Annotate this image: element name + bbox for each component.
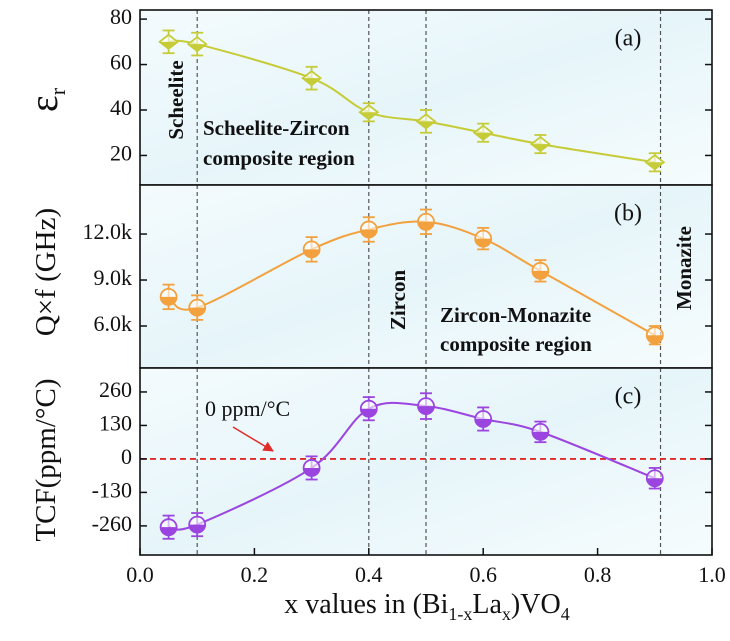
annotation: composite region (203, 146, 355, 170)
x-axis-label-text: La (472, 589, 502, 620)
y-tick-label: 40 (110, 95, 132, 120)
marker-half (417, 121, 435, 129)
y-tick-label: 80 (110, 4, 132, 29)
y-axis-label: TCF(ppm/°C) (30, 378, 62, 541)
y-tick-label: 9.0k (94, 265, 133, 290)
marker-half (645, 162, 664, 170)
y-tick-label: 130 (99, 410, 132, 435)
x-tick-label: 0.0 (126, 562, 154, 587)
y-tick-label: 20 (110, 141, 132, 166)
marker-half (532, 431, 549, 440)
x-tick-label: 0.6 (469, 562, 497, 587)
marker-half (360, 408, 377, 417)
plot-frame (139, 367, 713, 556)
marker-half (160, 296, 177, 305)
y-tick-label: 12.0k (83, 219, 133, 244)
y-axis-label-text: ε (21, 95, 66, 112)
annotation-arrow (232, 426, 274, 452)
x-tick-label: 0.2 (241, 562, 269, 587)
annotation: Scheelite (164, 60, 188, 139)
panel-label: (a) (615, 26, 642, 52)
marker-half (188, 44, 207, 52)
x-tick-label: 0.4 (355, 562, 383, 587)
marker-half (531, 144, 550, 152)
annotation: Zircon (386, 270, 410, 331)
marker-half (646, 478, 663, 487)
y-tick-label: 260 (99, 377, 132, 402)
y-tick-label: 0 (121, 444, 132, 469)
annotation: Monazite (672, 226, 696, 310)
y-tick-label: 60 (110, 50, 132, 75)
marker-half (302, 78, 321, 86)
marker-half (189, 524, 206, 533)
x-axis-label-sub: 4 (561, 604, 570, 624)
x-axis-label-text: x values in (Bi (284, 589, 448, 620)
marker-half (189, 307, 206, 316)
y-axis-label-text: Q×f (GHz) (30, 208, 62, 336)
x-tick-label: 1.0 (698, 562, 726, 587)
annotation: composite region (440, 332, 592, 356)
x-axis-label-sub: 1-x (448, 604, 472, 624)
annotation: 0 ppm/°C (205, 396, 290, 421)
marker-half (303, 249, 320, 258)
y-axis-label: Q×f (GHz) (30, 208, 62, 336)
y-tick-label: -260 (92, 511, 132, 536)
marker-half (418, 221, 434, 230)
x-axis-label-text: )VO (511, 589, 561, 620)
marker-half (159, 41, 178, 49)
marker-half (303, 467, 320, 476)
y-axis-label-text: TCF(ppm/°C) (30, 378, 62, 541)
marker-half (532, 270, 549, 279)
marker-half (359, 112, 378, 120)
panel-label: (c) (615, 384, 642, 410)
marker-half (474, 132, 493, 140)
x-axis-label: x values in (Bi1-xLax)VO4 (284, 589, 569, 624)
y-tick-label: 6.0k (94, 311, 133, 336)
marker-half (418, 406, 434, 415)
annotation: Scheelite-Zircon (203, 116, 350, 140)
annotation: Zircon-Monazite (440, 303, 591, 327)
y-axis-label: εr (21, 87, 70, 112)
marker-half (475, 238, 492, 247)
x-tick-label: 0.8 (584, 562, 612, 587)
marker-half (646, 335, 663, 344)
y-tick-label: -130 (92, 477, 132, 502)
x-axis-label-sub: x (502, 604, 511, 624)
marker-half (360, 229, 377, 238)
panel-label: (b) (614, 201, 642, 227)
marker-half (160, 527, 177, 536)
marker-half (475, 419, 492, 427)
y-axis-label-sub: r (45, 87, 70, 95)
